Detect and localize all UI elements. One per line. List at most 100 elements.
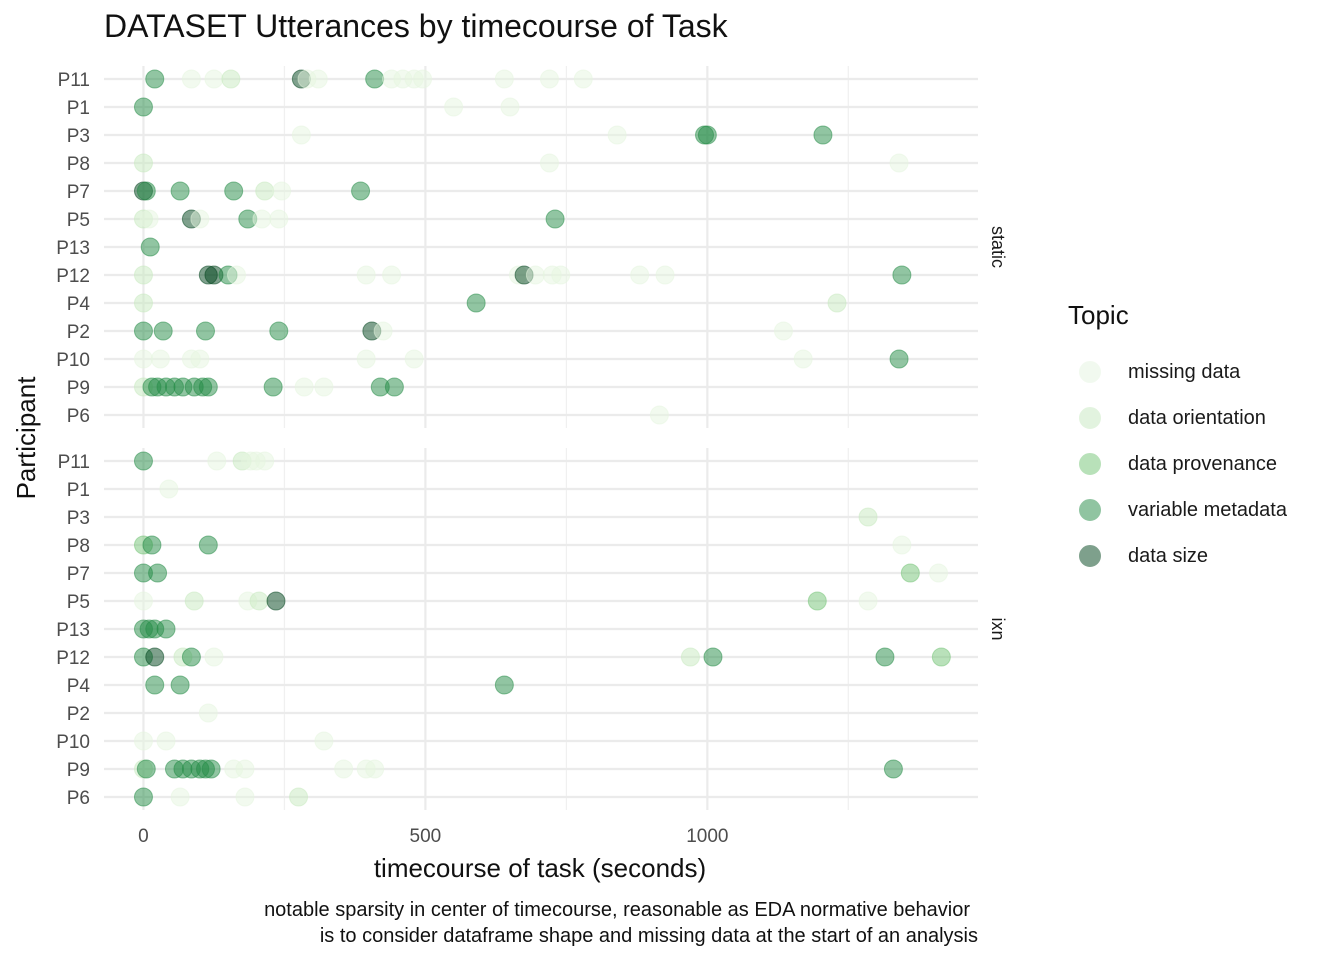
legend-dot-variable-metadata: [1079, 499, 1101, 521]
chart-title: DATASET Utterances by timecourse of Task: [104, 8, 728, 44]
x-tick-label-500: 500: [410, 826, 442, 847]
point-static-p12-missing-data: [227, 265, 247, 285]
legend-dot-data-size: [1079, 545, 1101, 567]
point-static-p11-variable-metadata: [365, 69, 385, 89]
caption-line-2: is to consider dataframe shape and missi…: [320, 925, 978, 947]
y-tick-label-p12: P12: [56, 266, 90, 287]
point-ixn-p11-missing-data: [255, 451, 275, 471]
point-static-p12-missing-data: [551, 265, 571, 285]
legend-dot-data-provenance: [1079, 453, 1101, 475]
point-static-p11-missing-data: [204, 69, 224, 89]
point-static-p7-variable-metadata: [170, 181, 190, 201]
points-layer: [133, 69, 951, 807]
legend-item-data-provenance: data provenance: [1068, 441, 1287, 487]
point-static-p2-variable-metadata: [133, 321, 153, 341]
point-static-p10-missing-data: [793, 349, 813, 369]
point-ixn-p6-missing-data: [170, 787, 190, 807]
legend: Topic missing data data orientation data…: [1068, 300, 1287, 579]
y-tick-label-p2: P2: [67, 704, 90, 725]
point-static-p11-missing-data: [181, 69, 201, 89]
point-static-p7-variable-metadata: [136, 181, 156, 201]
point-ixn-p10-missing-data: [314, 731, 334, 751]
x-axis-title: timecourse of task (seconds): [374, 853, 706, 883]
point-static-p12-data-orientation: [133, 265, 153, 285]
point-static-p8-missing-data: [889, 153, 909, 173]
point-static-p4-variable-metadata: [466, 293, 486, 313]
point-static-p10-missing-data: [190, 349, 210, 369]
point-ixn-p2-missing-data: [198, 703, 218, 723]
y-tick-label-p2: P2: [67, 322, 90, 343]
point-ixn-p12-variable-metadata: [875, 647, 895, 667]
point-static-p9-variable-metadata: [263, 377, 283, 397]
legend-item-variable-metadata: variable metadata: [1068, 487, 1287, 533]
point-static-p5-missing-data: [269, 209, 289, 229]
point-static-p9-variable-metadata: [198, 377, 218, 397]
point-static-p12-missing-data: [655, 265, 675, 285]
y-tick-label-p6: P6: [67, 788, 90, 809]
legend-title: Topic: [1068, 300, 1129, 330]
point-static-p7-variable-metadata: [224, 181, 244, 201]
strip-label-ixn: ixn: [988, 617, 1008, 640]
point-ixn-p1-missing-data: [159, 479, 179, 499]
y-tick-label-p12: P12: [56, 648, 90, 669]
point-static-p10-missing-data: [150, 349, 170, 369]
point-ixn-p9-missing-data: [334, 759, 354, 779]
point-ixn-p11-missing-data: [207, 451, 227, 471]
point-ixn-p4-variable-metadata: [494, 675, 514, 695]
point-static-p12-missing-data: [356, 265, 376, 285]
point-static-p11-missing-data: [539, 69, 559, 89]
point-ixn-p12-data-size: [145, 647, 165, 667]
point-ixn-p5-missing-data: [858, 591, 878, 611]
point-ixn-p10-missing-data: [133, 731, 153, 751]
y-tick-label-p3: P3: [67, 508, 90, 529]
y-tick-label-p6: P6: [67, 406, 90, 427]
y-tick-label-p4: P4: [67, 676, 91, 697]
point-ixn-p13-variable-metadata: [156, 619, 176, 639]
point-static-p5-missing-data: [139, 209, 159, 229]
y-tick-label-p13: P13: [56, 620, 90, 641]
y-tick-label-p3: P3: [67, 126, 90, 147]
point-static-p9-missing-data: [294, 377, 314, 397]
y-tick-labels: P11 P1 P3 P8 P7 P5 P13 P12 P4 P2 P10 P9 P6 P11 P1 P3 P8 P…: [56, 70, 90, 809]
strip-label-static: static: [988, 226, 1008, 268]
point-ixn-p7-variable-metadata: [148, 563, 168, 583]
y-tick-label-p5: P5: [67, 210, 90, 231]
point-ixn-p8-missing-data: [892, 535, 912, 555]
point-ixn-p9-missing-data: [235, 759, 255, 779]
point-static-p10-missing-data: [356, 349, 376, 369]
point-ixn-p9-variable-metadata: [201, 759, 221, 779]
point-static-p11-missing-data: [573, 69, 593, 89]
point-static-p6-missing-data: [649, 405, 669, 425]
y-tick-label-p11: P11: [58, 70, 90, 91]
legend-item-data-orientation: data orientation: [1068, 395, 1287, 441]
point-static-p3-missing-data: [291, 125, 311, 145]
point-static-p2-variable-metadata: [269, 321, 289, 341]
x-tick-labels: 0 500 1000: [138, 826, 728, 847]
point-static-p7-variable-metadata: [351, 181, 371, 201]
y-axis-title: Participant: [11, 376, 41, 500]
point-ixn-p12-data-orientation: [680, 647, 700, 667]
point-static-p3-variable-metadata: [813, 125, 833, 145]
point-static-p2-missing-data: [373, 321, 393, 341]
point-ixn-p5-data-orientation: [184, 591, 204, 611]
point-static-p3-variable-metadata: [697, 125, 717, 145]
point-static-p8-data-orientation: [133, 153, 153, 173]
point-static-p3-missing-data: [607, 125, 627, 145]
y-tick-label-p9: P9: [67, 378, 90, 399]
legend-dot-missing-data: [1079, 361, 1101, 383]
grid-layer: [104, 66, 978, 810]
y-tick-label-p13: P13: [56, 238, 90, 259]
legend-label: data size: [1128, 544, 1209, 567]
point-ixn-p12-data-provenance: [931, 647, 951, 667]
y-tick-label-p10: P10: [56, 732, 90, 753]
point-static-p12-variable-metadata: [892, 265, 912, 285]
point-static-p10-missing-data: [404, 349, 424, 369]
point-ixn-p3-data-orientation: [858, 507, 878, 527]
point-static-p8-missing-data: [539, 153, 559, 173]
y-tick-label-p8: P8: [67, 154, 90, 175]
point-static-p9-variable-metadata: [384, 377, 404, 397]
y-tick-label-p7: P7: [67, 182, 90, 203]
point-ixn-p5-data-size: [266, 591, 286, 611]
y-tick-label-p7: P7: [67, 564, 90, 585]
point-static-p1-missing-data: [444, 97, 464, 117]
